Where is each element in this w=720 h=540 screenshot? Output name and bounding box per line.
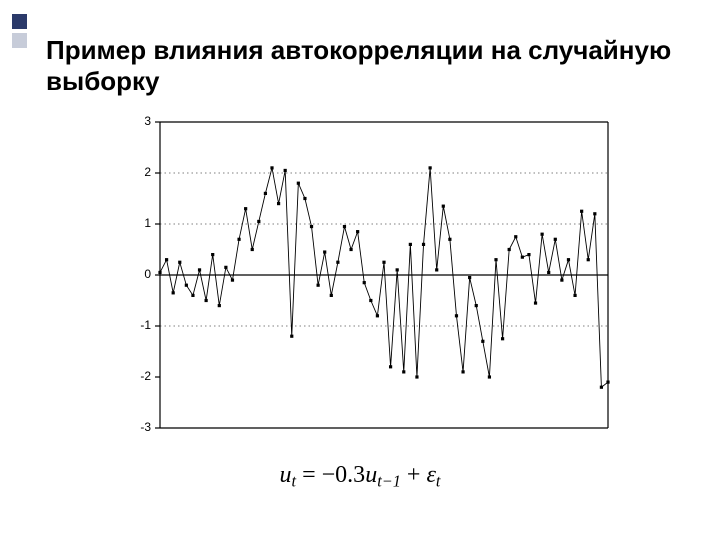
decor-square-dark	[12, 14, 27, 29]
svg-text:-1: -1	[140, 318, 151, 332]
svg-text:-2: -2	[140, 369, 151, 383]
chart-svg: -3 -2 -1 0 1 2 3	[120, 114, 620, 444]
slide-title: Пример влияния автокорреляции на случайн…	[46, 35, 690, 96]
svg-text:-3: -3	[140, 420, 151, 434]
f-var-u2: u	[365, 462, 377, 488]
decor-squares	[12, 14, 27, 52]
f-eq: =	[302, 462, 322, 488]
f-coef: −0.3	[322, 462, 366, 488]
f-eps: ε	[426, 462, 435, 488]
f-var-u: u	[280, 462, 292, 488]
svg-text:0: 0	[144, 267, 151, 281]
svg-text:2: 2	[144, 165, 151, 179]
f-sub-tm1: t−1	[377, 472, 401, 491]
autocorrelation-chart: -3 -2 -1 0 1 2 3	[120, 114, 620, 444]
svg-text:3: 3	[144, 114, 151, 128]
f-plus: +	[407, 462, 427, 488]
svg-text:1: 1	[144, 216, 151, 230]
f-sub-t: t	[292, 472, 297, 491]
decor-square-light	[12, 33, 27, 48]
model-formula: ut = −0.3ut−1 + εt	[0, 462, 720, 492]
f-sub-t2: t	[436, 472, 441, 491]
